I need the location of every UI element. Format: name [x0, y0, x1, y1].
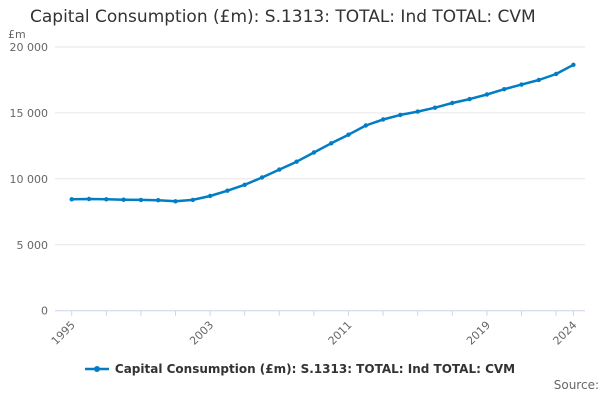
legend-item[interactable]: Capital Consumption (£m): S.1313: TOTAL:… — [0, 362, 600, 376]
svg-text:2011: 2011 — [326, 319, 355, 348]
legend-line-marker-icon — [84, 366, 109, 372]
gridlines — [55, 46, 585, 246]
data-point[interactable] — [519, 82, 524, 87]
svg-text:5 000: 5 000 — [17, 239, 49, 252]
data-point[interactable] — [207, 193, 213, 199]
data-point[interactable] — [571, 62, 576, 67]
data-point[interactable] — [104, 197, 109, 202]
data-point[interactable] — [294, 159, 299, 164]
data-point[interactable] — [346, 132, 351, 137]
data-point[interactable] — [553, 71, 559, 77]
data-point[interactable] — [121, 197, 126, 202]
data-point[interactable] — [432, 105, 438, 110]
y-axis-labels: 0 5 000 10 000 15 000 20 000 — [10, 41, 49, 318]
svg-text:2019: 2019 — [464, 319, 493, 348]
data-point[interactable] — [242, 182, 247, 187]
series-line[interactable] — [69, 62, 576, 204]
x-axis-labels: 1995 2003 2011 2019 2024 — [49, 319, 580, 348]
svg-text:15 000: 15 000 — [10, 107, 49, 120]
x-axis — [55, 310, 585, 316]
data-point[interactable] — [86, 196, 92, 202]
data-point[interactable] — [398, 112, 403, 118]
data-point[interactable] — [259, 175, 265, 180]
data-point[interactable] — [69, 197, 74, 202]
data-point[interactable] — [277, 167, 282, 172]
data-point[interactable] — [380, 117, 386, 122]
legend-label: Capital Consumption (£m): S.1313: TOTAL:… — [114, 362, 516, 376]
data-point[interactable] — [329, 141, 334, 146]
svg-text:1995: 1995 — [49, 319, 78, 348]
svg-text:10 000: 10 000 — [10, 173, 49, 186]
data-point[interactable] — [363, 123, 368, 128]
data-point[interactable] — [467, 96, 472, 102]
data-point[interactable] — [225, 188, 230, 193]
data-point[interactable] — [138, 197, 144, 203]
data-point[interactable] — [450, 100, 455, 106]
data-point[interactable] — [311, 150, 317, 155]
y-axis-unit-label: £m — [8, 28, 26, 41]
svg-text:2024: 2024 — [551, 319, 580, 348]
svg-text:0: 0 — [41, 305, 48, 318]
data-point[interactable] — [536, 77, 541, 83]
data-point[interactable] — [190, 197, 195, 203]
source-label: Source: — [553, 378, 599, 392]
data-point[interactable] — [415, 109, 420, 114]
svg-text:20 000: 20 000 — [10, 41, 49, 54]
chart-title: Capital Consumption (£m): S.1313: TOTAL:… — [30, 7, 536, 27]
data-point[interactable] — [173, 199, 178, 204]
data-point[interactable] — [156, 198, 161, 203]
data-point[interactable] — [484, 92, 490, 97]
data-point[interactable] — [502, 87, 507, 92]
svg-text:2003: 2003 — [187, 319, 216, 348]
